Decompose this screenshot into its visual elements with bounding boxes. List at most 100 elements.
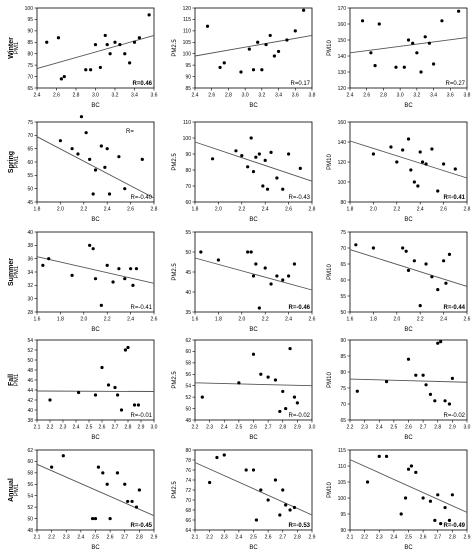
data-point	[263, 266, 267, 270]
plot-frame-winter-pm25	[194, 7, 313, 89]
data-point	[409, 168, 413, 172]
trend-line-fall-pm10	[349, 378, 468, 383]
data-point	[272, 54, 276, 58]
data-point	[428, 499, 433, 503]
y-tick-label: 65	[340, 262, 346, 268]
data-point	[103, 33, 107, 38]
data-point	[403, 496, 408, 500]
y-axis-label: PM1	[14, 373, 20, 386]
x-tick-label: 2.8	[294, 535, 301, 541]
y-axis-label: PM1	[14, 41, 20, 54]
y-tick-label: 45	[185, 270, 191, 276]
data-point	[269, 150, 273, 154]
data-point	[288, 346, 292, 351]
x-axis-label: BC	[91, 327, 100, 333]
data-point	[48, 398, 52, 402]
trend-line-spring-pm25	[194, 141, 313, 182]
x-tick-label: 2.2	[192, 425, 199, 431]
y-axis-label: PM2.5	[172, 371, 178, 389]
r-value-label: R=-0.44	[443, 305, 465, 311]
y-tick-label: 58	[185, 361, 191, 367]
data-point	[302, 8, 306, 12]
data-point	[105, 263, 109, 267]
data-point	[123, 482, 127, 486]
x-tick-label: 2.7	[121, 535, 128, 541]
r-value-label: R=-0.41	[130, 305, 152, 311]
x-tick-label: 2.3	[376, 535, 383, 541]
y-tick-label: 68	[185, 508, 191, 514]
y-tick-label: 100	[338, 180, 347, 186]
data-point	[137, 36, 141, 40]
trend-line-fall-pm25	[194, 382, 313, 387]
x-tick-label: 2.5	[92, 535, 99, 541]
x-tick-label: 2.4	[390, 535, 397, 541]
y-tick-label: 42	[27, 398, 33, 404]
trend-line-winter-pm10	[349, 37, 468, 54]
data-point	[101, 471, 105, 475]
x-tick-label: 2.2	[206, 535, 213, 541]
data-point	[273, 378, 278, 382]
y-tick-label: 50	[27, 186, 33, 192]
y-axis-label: PM10	[327, 372, 333, 388]
x-tick-label: 2.1	[192, 535, 199, 541]
data-point	[99, 144, 103, 148]
data-point	[287, 274, 291, 278]
r-value-label: R=-0.43	[288, 195, 310, 201]
data-point	[261, 184, 265, 188]
data-point	[237, 381, 241, 385]
data-point	[249, 136, 253, 140]
data-point	[273, 478, 278, 482]
r-value-label: R=-0.45	[130, 523, 152, 529]
y-tick-label: 85	[27, 40, 33, 46]
x-tick-label: 2.6	[151, 317, 158, 323]
data-point	[421, 496, 425, 500]
data-point	[265, 187, 270, 191]
data-point	[355, 389, 359, 393]
trend-line-summer-pm10	[349, 249, 468, 287]
x-tick-label: 2.8	[136, 535, 143, 541]
y-tick-label: 36	[27, 256, 33, 262]
x-tick-label: 3.4	[275, 93, 282, 99]
data-point	[205, 24, 210, 28]
data-point	[436, 341, 440, 345]
data-point	[436, 288, 440, 292]
data-point	[436, 493, 440, 497]
y-tick-label: 115	[338, 448, 346, 454]
x-tick-label: 3.6	[447, 93, 454, 99]
data-point	[373, 64, 377, 68]
r-value-label: R=-0.40	[130, 195, 152, 201]
y-tick-label: 100	[25, 6, 34, 12]
y-tick-label: 150	[338, 38, 347, 44]
data-point	[281, 389, 285, 394]
x-tick-label: 2.4	[221, 425, 228, 431]
data-point	[244, 468, 248, 472]
data-point	[136, 403, 140, 407]
plot-frame-summer-pm25	[194, 231, 313, 313]
data-point	[406, 268, 411, 272]
data-point	[276, 49, 281, 54]
data-point	[84, 131, 88, 135]
data-point	[420, 160, 425, 164]
data-point	[257, 152, 261, 156]
plot-frame-fall-pm10	[349, 339, 468, 421]
data-point	[77, 390, 81, 395]
y-axis-label: PM2.5	[172, 263, 178, 281]
data-point	[117, 155, 121, 159]
data-point	[116, 393, 120, 397]
x-tick-label: 1.8	[215, 317, 222, 323]
y-tick-label: 48	[185, 418, 191, 424]
data-point	[442, 162, 446, 166]
x-tick-label: 2.0	[215, 207, 222, 213]
y-tick-label: 52	[27, 348, 33, 354]
x-tick-label: 2.6	[405, 425, 412, 431]
data-point	[105, 42, 109, 47]
data-point	[287, 152, 291, 156]
data-point	[293, 29, 297, 33]
data-point	[428, 392, 433, 396]
x-tick-label: 2.4	[262, 207, 269, 213]
x-tick-label: 2.6	[208, 93, 215, 99]
r-value-label: R=-0.01	[130, 413, 152, 419]
x-tick-label: 3.8	[464, 93, 471, 99]
y-tick-label: 50	[340, 310, 346, 316]
data-point	[96, 465, 101, 469]
